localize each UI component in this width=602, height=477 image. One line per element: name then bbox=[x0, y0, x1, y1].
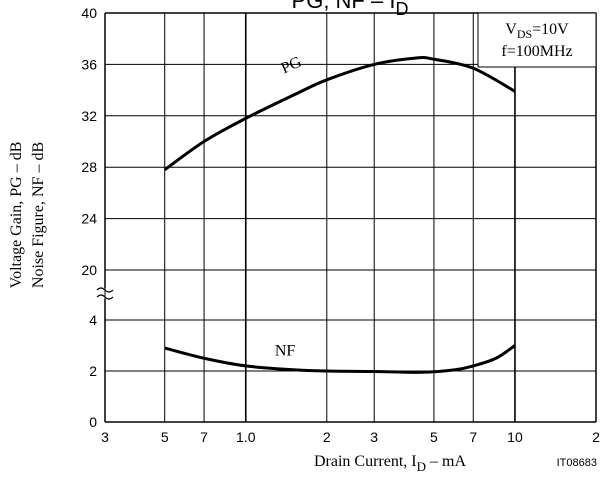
series-line bbox=[163, 56, 516, 171]
annotation-box bbox=[477, 12, 597, 68]
y-tick-label: 36 bbox=[81, 56, 97, 72]
y-tick-label: 20 bbox=[81, 262, 97, 278]
axis-break bbox=[96, 287, 114, 300]
y-tick-label: 4 bbox=[89, 312, 97, 328]
x-tick-label: 3 bbox=[101, 429, 109, 445]
y-axis-label: Noise Figure, NF – dB bbox=[30, 142, 47, 288]
x-tick-label: 2 bbox=[592, 429, 600, 445]
x-tick-label: 5 bbox=[161, 429, 169, 445]
x-tick-label: 7 bbox=[469, 429, 477, 445]
annotation: VDS=10V bbox=[505, 21, 569, 41]
y-tick-label: 2 bbox=[89, 363, 97, 379]
y-tick-label: 40 bbox=[81, 5, 97, 21]
y-tick-label: 32 bbox=[81, 108, 97, 124]
x-tick-label: 5 bbox=[430, 429, 438, 445]
series-label: PG bbox=[279, 53, 305, 77]
annotation: f=100MHz bbox=[501, 43, 572, 60]
y-tick-label: 28 bbox=[81, 159, 97, 175]
y-tick-label: 24 bbox=[81, 211, 97, 227]
series-label: NF bbox=[275, 343, 296, 360]
y-tick-label: 0 bbox=[89, 414, 97, 430]
x-axis-label: Drain Current, ID – mA bbox=[314, 453, 466, 474]
x-tick-label: 1.0 bbox=[236, 429, 256, 445]
chart-title: PG, NF – ID bbox=[292, 0, 409, 19]
x-tick-label: 3 bbox=[370, 429, 378, 445]
x-tick-label: 7 bbox=[200, 429, 208, 445]
figure-id: IT08683 bbox=[557, 457, 597, 469]
x-tick-label: 10 bbox=[507, 429, 523, 445]
series-line bbox=[164, 344, 516, 374]
x-tick-label: 2 bbox=[323, 429, 331, 445]
y-axis-label: Voltage Gain, PG – dB bbox=[8, 142, 25, 289]
